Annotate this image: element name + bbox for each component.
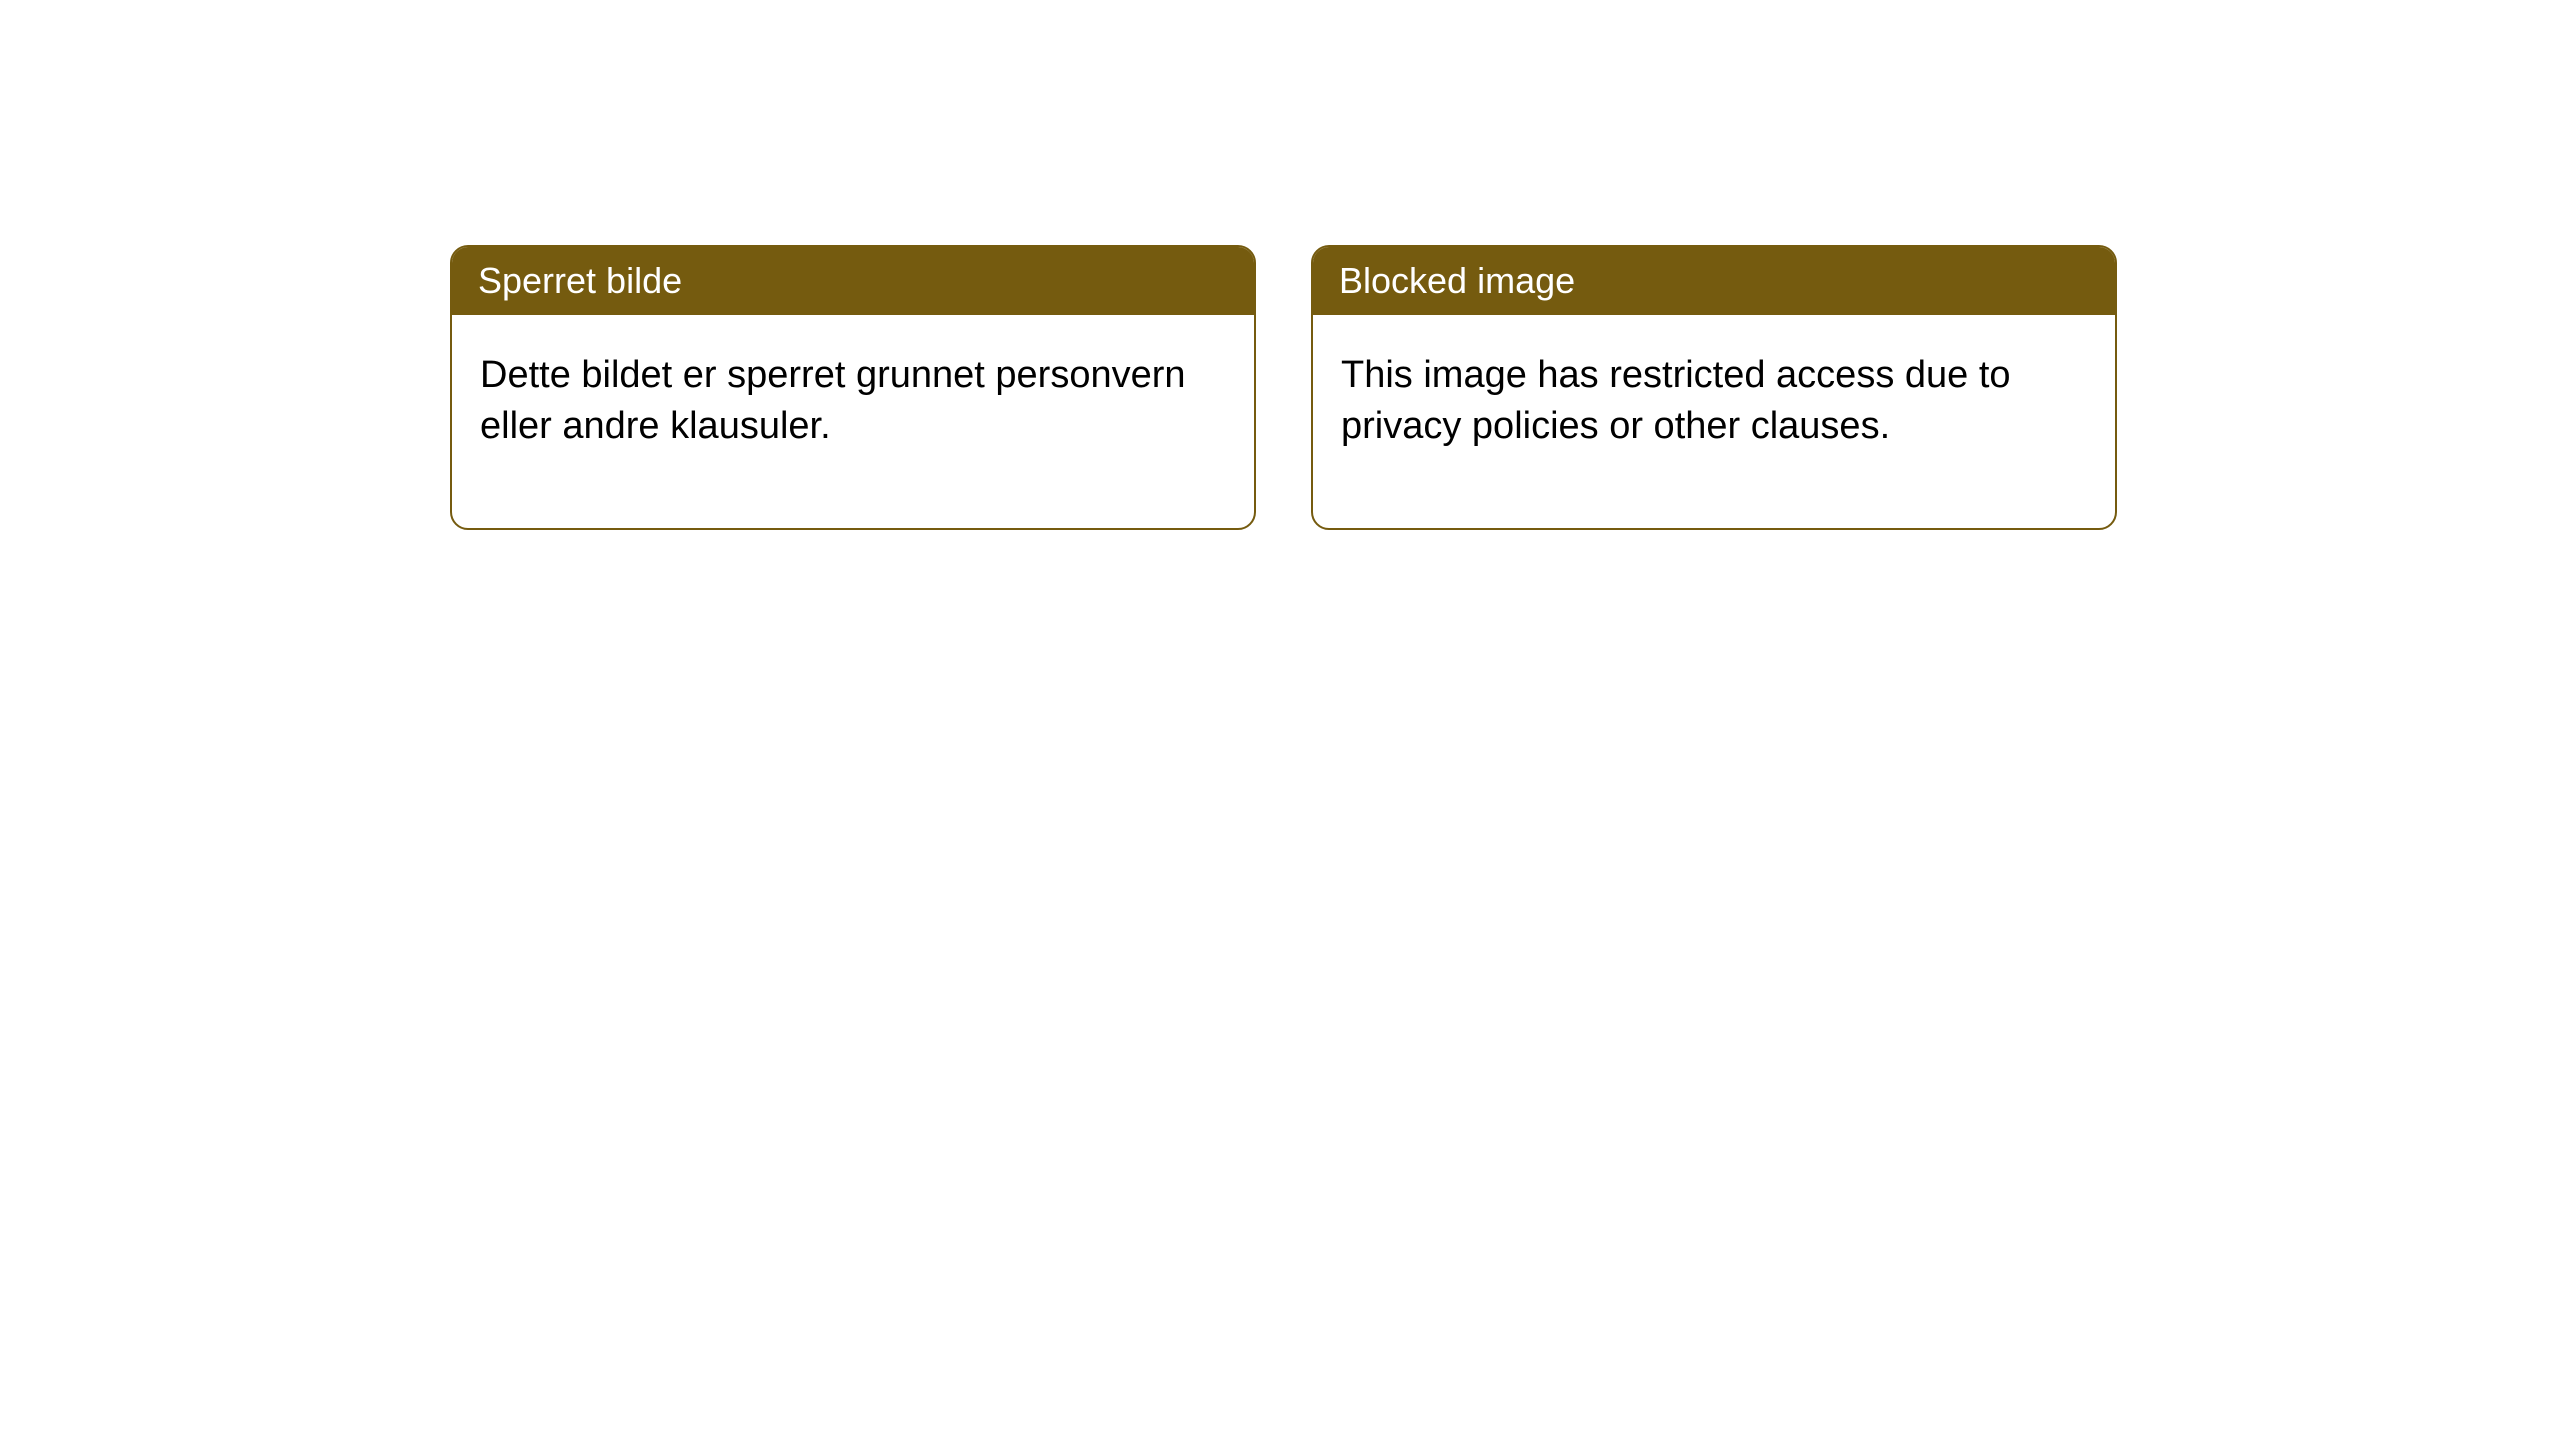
notice-header: Blocked image xyxy=(1313,247,2115,315)
notice-text: Dette bildet er sperret grunnet personve… xyxy=(480,354,1186,447)
notice-body: This image has restricted access due to … xyxy=(1313,315,2115,528)
notice-text: This image has restricted access due to … xyxy=(1341,354,2011,447)
notice-cards-container: Sperret bilde Dette bildet er sperret gr… xyxy=(450,245,2117,530)
notice-header: Sperret bilde xyxy=(452,247,1254,315)
notice-body: Dette bildet er sperret grunnet personve… xyxy=(452,315,1254,528)
notice-title: Sperret bilde xyxy=(478,260,682,301)
notice-card-english: Blocked image This image has restricted … xyxy=(1311,245,2117,530)
notice-title: Blocked image xyxy=(1339,260,1575,301)
notice-card-norwegian: Sperret bilde Dette bildet er sperret gr… xyxy=(450,245,1256,530)
